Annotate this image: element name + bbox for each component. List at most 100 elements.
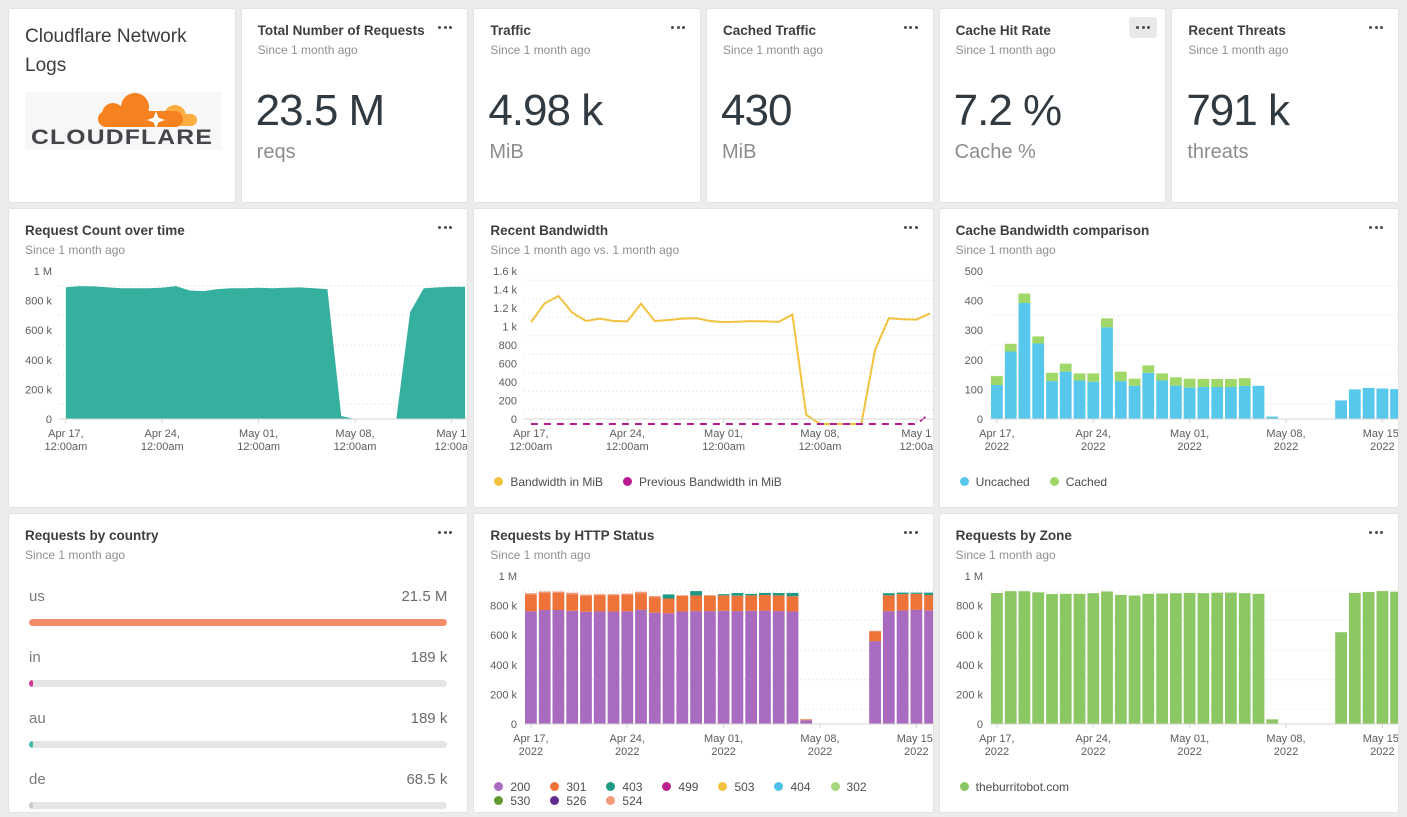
panel-subtitle: Since 1 month ago <box>257 42 358 57</box>
svg-text:600 k: 600 k <box>956 630 983 642</box>
country-label: us <box>29 587 45 605</box>
dashboard-title: Cloudflare Network Logs <box>25 26 187 76</box>
svg-text:May 15,: May 15, <box>897 733 934 745</box>
svg-text:2022: 2022 <box>1370 746 1394 758</box>
cloudflare-logo-graphic: CLOUDFLARE <box>31 93 212 149</box>
svg-text:400 k: 400 k <box>490 659 517 671</box>
chart-legend: 200 301 403 499 503 404 302 530 526 524 <box>474 778 932 808</box>
svg-text:0: 0 <box>977 414 983 426</box>
legend-item[interactable]: 524 <box>606 794 642 808</box>
stat-panel-cached-traffic: Cached Traffic Since 1 month ago 430 MiB <box>706 8 934 203</box>
svg-text:200 k: 200 k <box>490 689 517 701</box>
panel-subtitle: Since 1 month ago <box>955 42 1056 57</box>
legend-item[interactable]: 530 <box>494 794 530 808</box>
panel-menu-button[interactable] <box>431 217 459 238</box>
chart-legend: theburritobot.com <box>940 778 1398 794</box>
svg-text:2022: 2022 <box>904 746 928 758</box>
cloudflare-logo: CLOUDFLARE <box>25 92 222 150</box>
legend-item[interactable]: 403 <box>606 780 642 794</box>
svg-text:Apr 17,: Apr 17, <box>48 428 83 440</box>
panel-recent-bandwidth: Recent Bandwidth Since 1 month ago vs. 1… <box>473 208 934 508</box>
svg-text:May 08,: May 08, <box>1266 733 1305 745</box>
legend-item[interactable]: 404 <box>774 780 811 794</box>
legend-item[interactable]: 302 <box>830 780 867 794</box>
legend-dot-icon <box>959 782 969 792</box>
legend-dot-icon <box>774 782 784 792</box>
panel-title: Cached Traffic <box>723 23 817 38</box>
chart-legend: Uncached Cached <box>940 473 1398 489</box>
svg-text:Apr 17,: Apr 17, <box>513 733 548 745</box>
svg-text:2022: 2022 <box>712 746 736 758</box>
panel-title: Request Count over time <box>25 223 185 238</box>
panel-title: Recent Threats <box>1188 23 1286 38</box>
panel-menu-button[interactable] <box>431 522 459 543</box>
panel-subtitle: Since 1 month ago <box>490 547 591 562</box>
panel-menu-button[interactable] <box>897 217 925 238</box>
stat-value: 7.2 % <box>953 85 1063 135</box>
svg-text:2022: 2022 <box>1081 441 1105 453</box>
stat-panel-recent-threats: Recent Threats Since 1 month ago 791 k t… <box>1171 8 1399 203</box>
svg-text:1.2 k: 1.2 k <box>493 303 517 315</box>
panel-menu-button[interactable] <box>1362 17 1390 38</box>
svg-text:1.6 k: 1.6 k <box>493 266 517 278</box>
country-bar-list: us 21.5 M in 189 k au 189 k <box>9 562 467 809</box>
svg-text:May 01,: May 01, <box>704 733 743 745</box>
panel-menu-button[interactable] <box>897 17 925 38</box>
legend-item[interactable]: 503 <box>718 780 754 794</box>
panel-menu-button[interactable] <box>664 17 692 38</box>
legend-dot-icon <box>623 477 633 487</box>
svg-text:600: 600 <box>499 358 517 370</box>
svg-text:2022: 2022 <box>1273 746 1297 758</box>
svg-text:0: 0 <box>46 414 52 426</box>
country-label: in <box>29 648 41 666</box>
legend-item[interactable]: 200 <box>494 780 530 794</box>
svg-text:400: 400 <box>964 295 982 307</box>
legend-dot-icon <box>494 796 504 806</box>
panel-menu-button[interactable] <box>431 17 459 38</box>
svg-text:1.4 k: 1.4 k <box>493 284 517 296</box>
svg-text:600 k: 600 k <box>25 325 52 337</box>
legend-item[interactable]: 499 <box>662 780 698 794</box>
svg-text:May 08,: May 08, <box>335 428 374 440</box>
panel-requests-by-country: Requests by country Since 1 month ago us… <box>8 513 469 813</box>
svg-text:Apr 24,: Apr 24, <box>610 428 645 440</box>
stat-unit: threats <box>1187 140 1249 163</box>
recent-bandwidth-chart[interactable]: 0 200 400 600 800 1 k 1.2 k 1.4 k 1.6 k Apr 17, 12… <box>474 261 933 473</box>
svg-text:May 01,: May 01, <box>1170 733 1209 745</box>
panel-menu-button[interactable] <box>897 522 925 543</box>
svg-text:200 k: 200 k <box>25 384 52 396</box>
legend-item[interactable]: 301 <box>550 780 586 794</box>
country-value: 68.5 k <box>406 770 448 788</box>
panel-title: Total Number of Requests <box>257 23 425 38</box>
chart-legend: Bandwidth in MiB Previous Bandwidth in Mi… <box>474 473 932 489</box>
panel-menu-button[interactable] <box>1362 217 1390 238</box>
panel-subtitle: Since 1 month ago <box>490 42 591 57</box>
legend-item[interactable]: Uncached <box>959 475 1030 489</box>
svg-text:2022: 2022 <box>808 746 832 758</box>
legend-item[interactable]: theburritobot.com <box>959 780 1069 794</box>
legend-item[interactable]: Previous Bandwidth in MiB <box>623 475 782 489</box>
panel-request-count: Request Count over time Since 1 month ag… <box>8 208 469 508</box>
legend-dot-icon <box>550 782 560 792</box>
legend-item[interactable]: Cached <box>1049 475 1107 489</box>
legend-dot-icon <box>494 782 504 792</box>
country-row: us 21.5 M <box>29 587 448 626</box>
panel-subtitle: Since 1 month ago vs. 1 month ago <box>490 242 680 257</box>
svg-text:800 k: 800 k <box>25 295 52 307</box>
legend-item[interactable]: 526 <box>550 794 586 808</box>
legend-dot-icon <box>718 782 728 792</box>
panel-menu-button[interactable] <box>1129 17 1158 38</box>
legend-dot-icon <box>606 796 616 806</box>
legend-item[interactable]: Bandwidth in MiB <box>494 475 603 489</box>
cache-bandwidth-chart[interactable]: 0 100 200 300 400 500 Apr 17, 2022 Apr 24, 2022 Ma… <box>940 261 1398 473</box>
panel-menu-button[interactable] <box>1362 522 1390 543</box>
legend-dot-icon <box>959 477 969 487</box>
svg-text:200 k: 200 k <box>956 689 983 701</box>
svg-text:0: 0 <box>977 719 983 731</box>
svg-text:May 01,: May 01, <box>704 428 743 440</box>
svg-text:May 1: May 1 <box>902 428 932 440</box>
